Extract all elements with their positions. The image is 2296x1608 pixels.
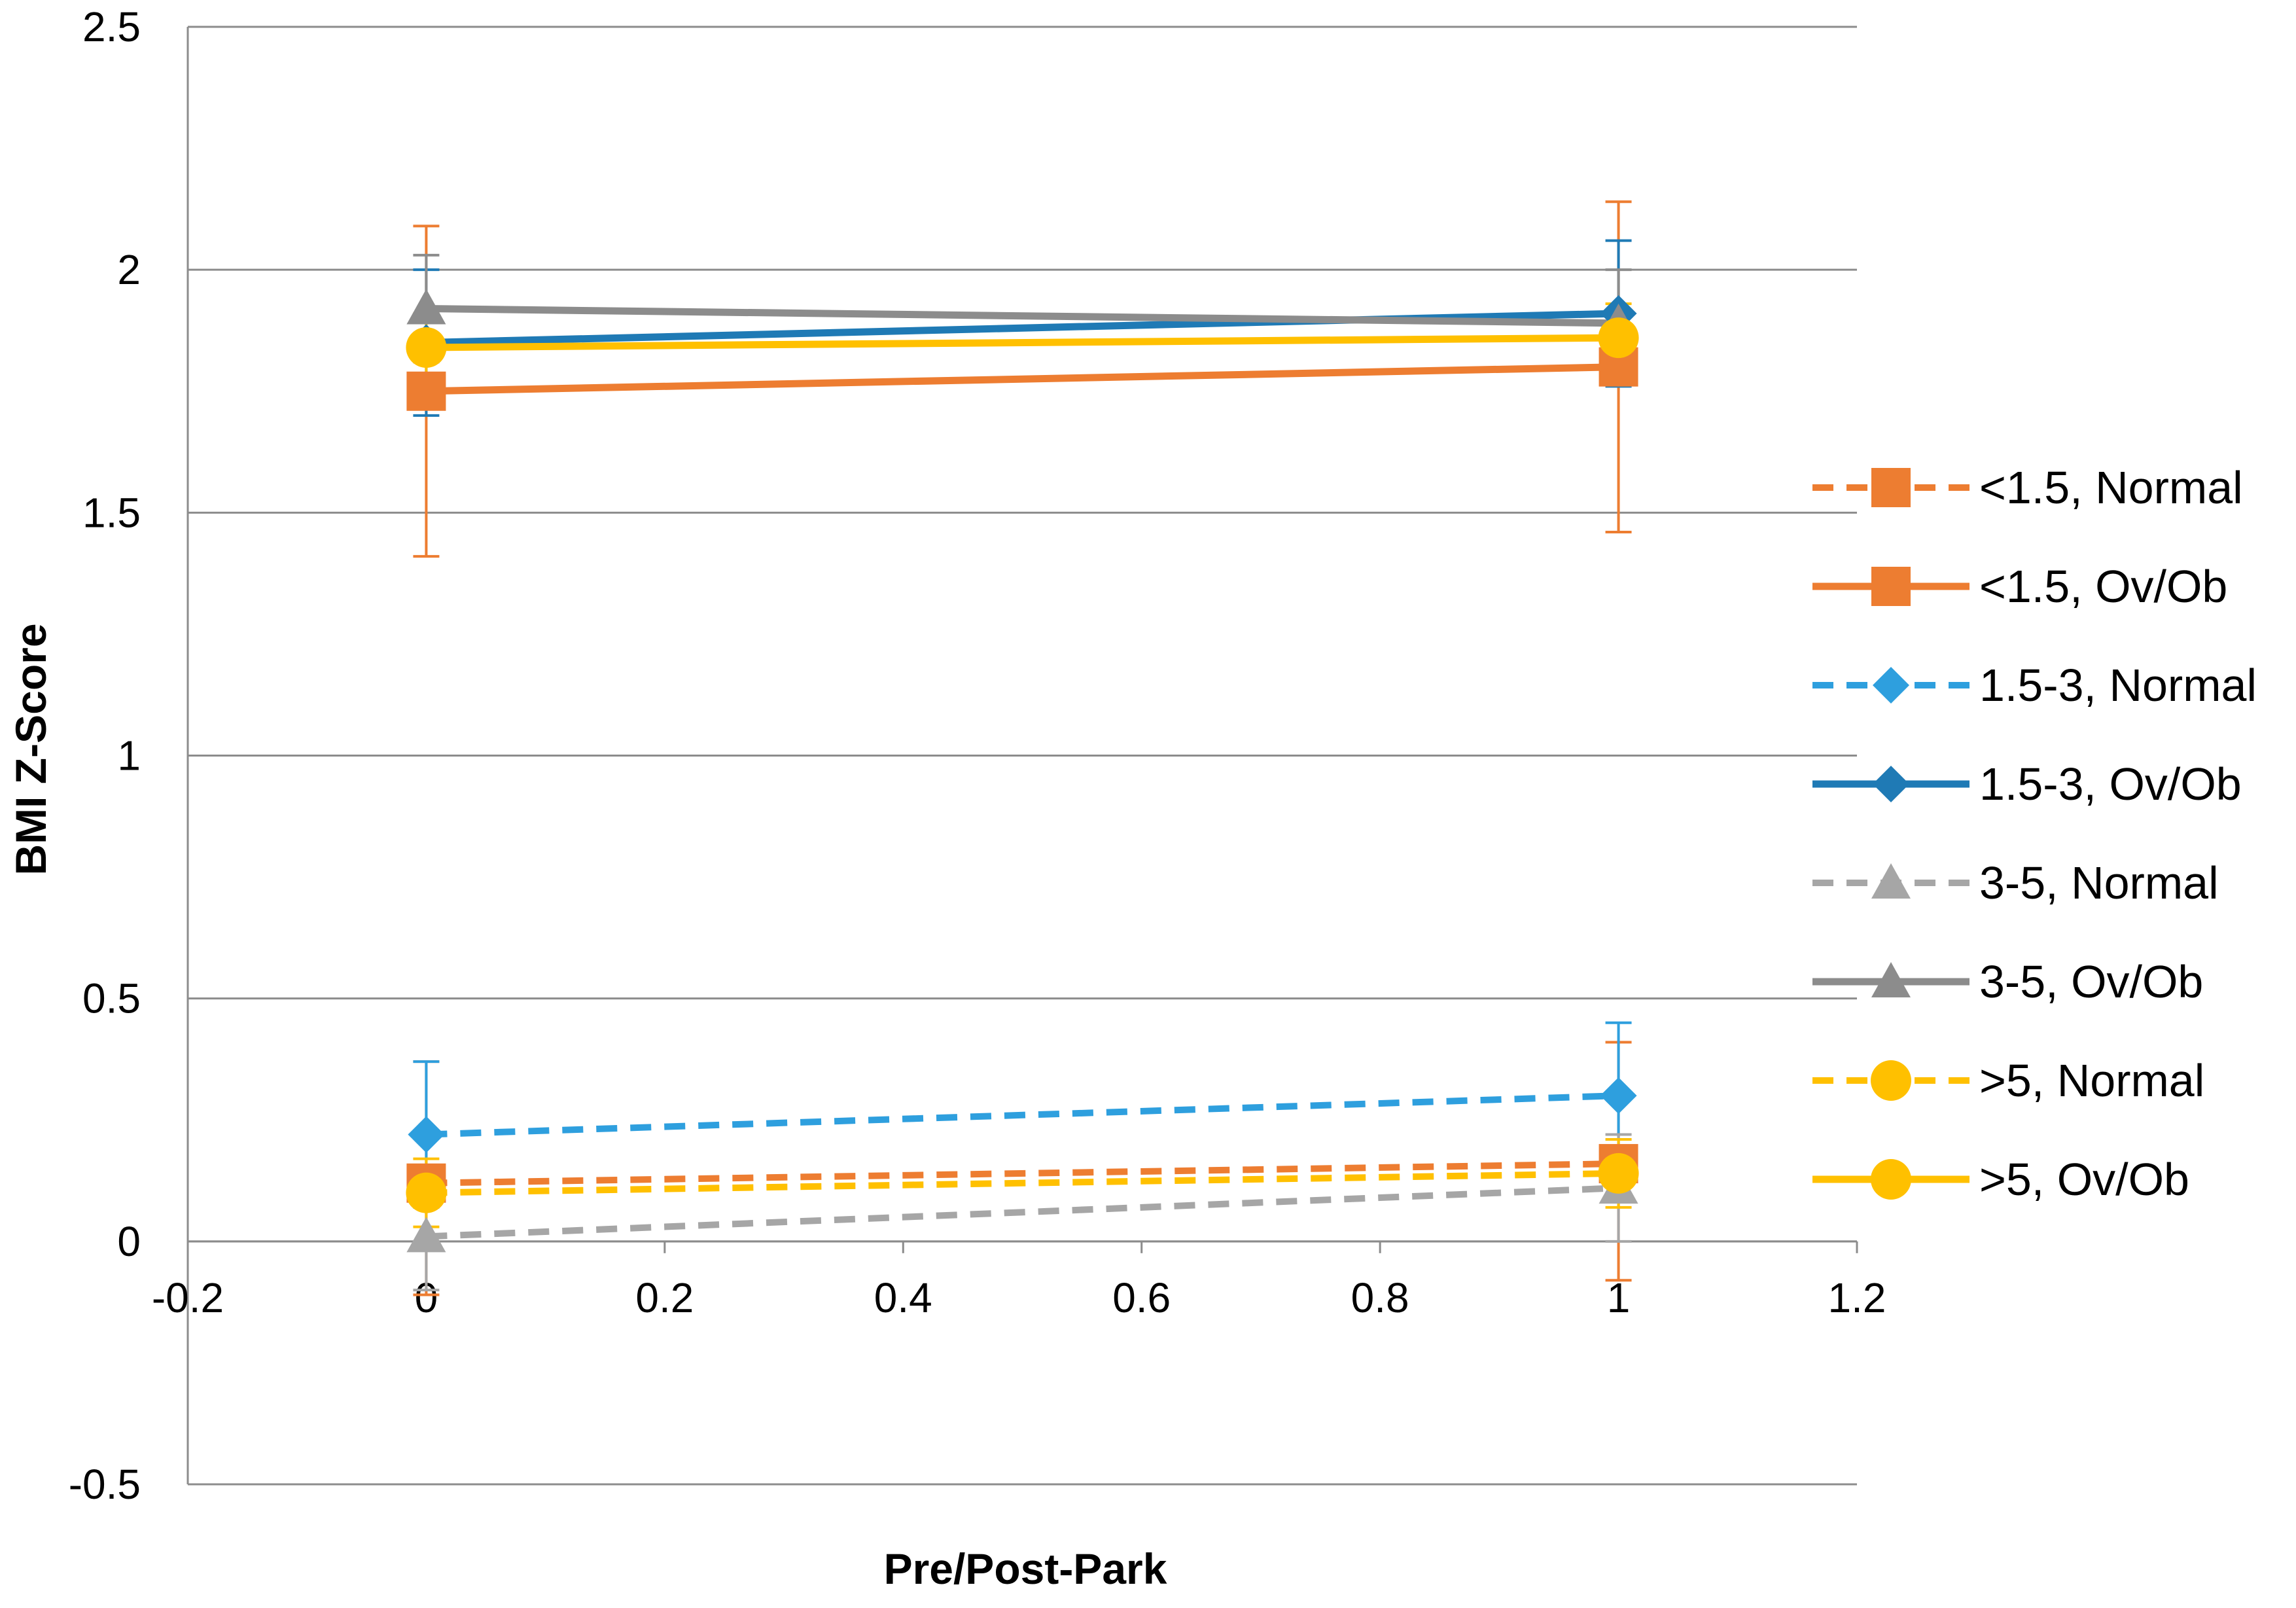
- legend-marker: [1871, 863, 1911, 899]
- legend-label: <1.5, Ov/Ob: [1979, 561, 2227, 612]
- data-point: [406, 1172, 447, 1213]
- legend-label: <1.5, Normal: [1979, 462, 2243, 513]
- legend-item: <1.5, Normal: [1812, 462, 2243, 513]
- y-tick-label: 0: [117, 1218, 141, 1265]
- legend: <1.5, Normal <1.5, Ov/Ob 1.5-3, Normal 1.5-…: [1812, 462, 2257, 1205]
- series-line: [426, 1170, 1619, 1196]
- legend-marker: [1871, 567, 1911, 606]
- legend-item: >5, Normal: [1812, 1055, 2204, 1106]
- legend-item: 1.5-3, Normal: [1812, 660, 2257, 711]
- y-tick-label: 2.5: [82, 3, 141, 50]
- series-markers: [406, 289, 1639, 1253]
- series-line: [426, 1160, 1619, 1187]
- legend-label: 1.5-3, Normal: [1979, 660, 2257, 711]
- legend-marker: [1871, 1060, 1911, 1101]
- x-axis-title: Pre/Post-Park: [884, 1545, 1167, 1593]
- legend-label: 3-5, Normal: [1979, 857, 2219, 908]
- gridlines: [188, 26, 1857, 1486]
- legend-marker: [1871, 1159, 1911, 1200]
- x-tick-labels: -0.2 0 0.2 0.4 0.6 0.8 1 1.2: [152, 1274, 1886, 1321]
- legend-label: 3-5, Ov/Ob: [1979, 956, 2203, 1007]
- data-point: [406, 327, 447, 368]
- y-tick-label: 0.5: [82, 975, 141, 1022]
- series-line: [426, 1092, 1619, 1138]
- legend-marker: [1873, 667, 1909, 704]
- x-tick-label: 1.2: [1828, 1274, 1886, 1321]
- x-tick-label: 0.2: [635, 1274, 694, 1321]
- y-tick-label: 1.5: [82, 489, 141, 536]
- axes: [186, 27, 1858, 1484]
- data-point: [1600, 1077, 1637, 1115]
- legend-label: 1.5-3, Ov/Ob: [1979, 759, 2242, 810]
- series-lines: [426, 305, 1619, 1240]
- data-point: [1598, 1152, 1639, 1194]
- legend-label: >5, Ov/Ob: [1979, 1154, 2189, 1205]
- legend-item: 1.5-3, Ov/Ob: [1812, 759, 2242, 810]
- legend-item: >5, Ov/Ob: [1812, 1154, 2189, 1205]
- data-point: [408, 1116, 445, 1153]
- series-line: [426, 334, 1619, 351]
- data-point: [406, 371, 446, 411]
- series-line: [426, 1185, 1619, 1240]
- x-tick-label: 0.6: [1112, 1274, 1171, 1321]
- x-tick-label: -0.2: [152, 1274, 224, 1321]
- legend-item: 3-5, Normal: [1812, 857, 2219, 908]
- series-line: [426, 363, 1619, 395]
- legend-item: <1.5, Ov/Ob: [1812, 561, 2227, 612]
- x-tick-label: 0.4: [874, 1274, 932, 1321]
- y-tick-label: -0.5: [69, 1461, 141, 1508]
- legend-marker: [1871, 468, 1911, 507]
- legend-item: 3-5, Ov/Ob: [1812, 956, 2203, 1007]
- y-axis-title: BMI Z-Score: [7, 623, 55, 875]
- x-tick-label: 0.8: [1351, 1274, 1409, 1321]
- error-bars: [413, 200, 1632, 1296]
- data-point: [406, 1217, 446, 1253]
- x-tick-label: 1: [1607, 1274, 1631, 1321]
- legend-marker: [1871, 962, 1911, 997]
- y-tick-label: 1: [117, 732, 141, 779]
- data-point: [1598, 317, 1639, 359]
- legend-marker: [1873, 766, 1909, 802]
- data-point: [406, 289, 446, 325]
- legend-label: >5, Normal: [1979, 1055, 2204, 1106]
- y-tick-labels: -0.5 0 0.5 1 1.5 2 2.5: [69, 3, 141, 1508]
- series-line: [426, 305, 1619, 327]
- y-tick-label: 2: [117, 246, 141, 293]
